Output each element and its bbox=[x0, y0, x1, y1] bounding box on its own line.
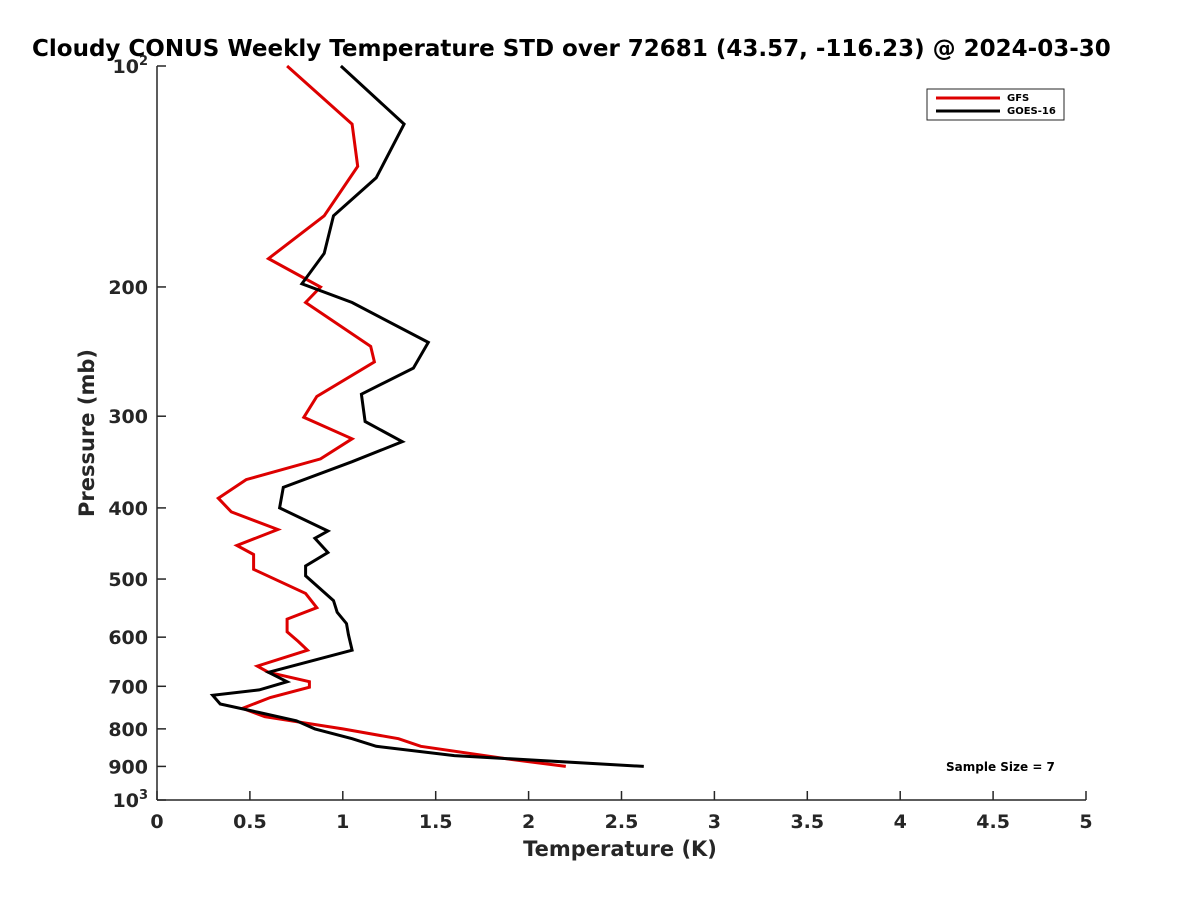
x-tick-label: 4 bbox=[894, 811, 907, 833]
y-tick-label: 400 bbox=[108, 498, 148, 520]
x-tick-label: 1.5 bbox=[419, 811, 453, 833]
x-tick-label: 0.5 bbox=[233, 811, 267, 833]
series-line-goes16 bbox=[209, 64, 644, 768]
y-tick-label: 200 bbox=[108, 277, 148, 299]
y-tick-label: 102 bbox=[113, 54, 149, 78]
x-tick-label: 5 bbox=[1079, 811, 1092, 833]
y-tick-label: 900 bbox=[108, 756, 148, 778]
x-tick-label: 4.5 bbox=[976, 811, 1010, 833]
x-tick-label: 2.5 bbox=[605, 811, 639, 833]
y-tick-label: 800 bbox=[108, 719, 148, 741]
chart-title: Cloudy CONUS Weekly Temperature STD over… bbox=[32, 36, 1111, 62]
y-axis-label: Pressure (mb) bbox=[75, 349, 99, 517]
series-layer bbox=[209, 64, 644, 768]
x-tick-label: 1 bbox=[336, 811, 349, 833]
x-ticks: 0 0.5 1 1.5 2 2.5 3 3.5 4 4.5 5 bbox=[150, 791, 1093, 833]
legend-label-goes16: GOES-16 bbox=[1007, 106, 1056, 117]
y-tick-label: 300 bbox=[108, 406, 148, 428]
y-tick-label: 103 bbox=[113, 788, 149, 812]
legend: GFS GOES-16 bbox=[926, 88, 1065, 121]
x-tick-label: 2 bbox=[522, 811, 535, 833]
y-tick-label: 700 bbox=[108, 676, 148, 698]
legend-label-gfs: GFS bbox=[1007, 93, 1029, 104]
sample-size-annotation: Sample Size = 7 bbox=[946, 760, 1055, 774]
legend-box bbox=[926, 88, 1065, 121]
x-tick-label: 3.5 bbox=[790, 811, 824, 833]
y-tick-label: 500 bbox=[108, 569, 148, 591]
y-tick-label: 600 bbox=[108, 627, 148, 649]
y-ticks: 102 200 300 400 500 600 700 800 900 103 bbox=[108, 54, 166, 812]
x-axis-label: Temperature (K) bbox=[523, 837, 717, 861]
series-line-gfs bbox=[215, 64, 566, 768]
x-tick-label: 0 bbox=[150, 811, 163, 833]
x-tick-label: 3 bbox=[708, 811, 721, 833]
